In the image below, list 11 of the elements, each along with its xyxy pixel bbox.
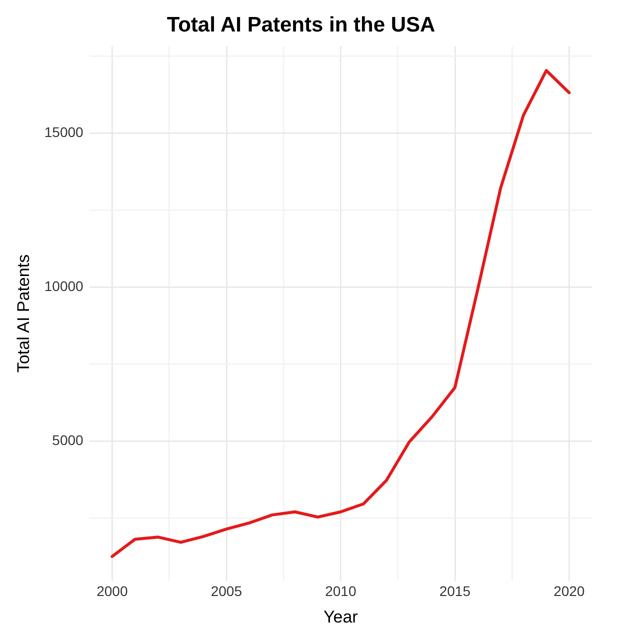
y-tick-label: 5000 (52, 432, 84, 448)
x-tick-label: 2010 (325, 583, 356, 600)
y-axis-title: Total AI Patents (14, 254, 33, 373)
x-tick-label: 2020 (554, 583, 585, 600)
x-tick-label: 2005 (210, 583, 242, 600)
x-tick-label: 2000 (96, 583, 128, 600)
y-tick-label: 15000 (44, 124, 84, 140)
x-tick-label: 2015 (439, 583, 471, 600)
chart-title: Total AI Patents in the USA (166, 13, 436, 36)
y-tick-label: 10000 (44, 278, 84, 294)
x-axis-title: Year (323, 607, 358, 626)
